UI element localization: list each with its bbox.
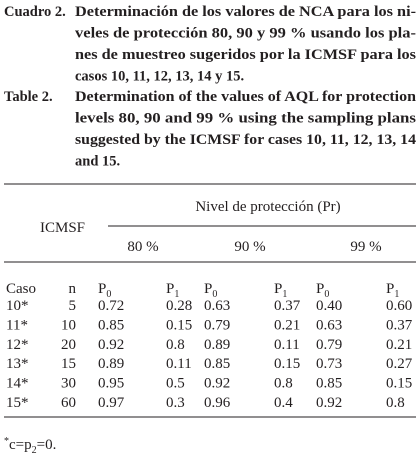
column-header-text: P — [98, 281, 106, 297]
column-header-sub: 1 — [174, 289, 179, 300]
column-header-text: P — [386, 281, 394, 297]
cell: 10* — [6, 298, 29, 314]
footnote-mark: * — [4, 436, 9, 447]
cell: 0.27 — [386, 356, 413, 372]
cell: 15 — [61, 356, 76, 372]
level-header: 90 % — [234, 239, 265, 255]
cell: 0.3 — [166, 395, 185, 411]
column-header-sub: 0 — [324, 289, 329, 300]
caption-label: Cuadro 2. — [4, 4, 66, 20]
cell: 13* — [6, 356, 29, 372]
cell: 0.95 — [98, 376, 124, 392]
cell: 0.89 — [98, 356, 124, 372]
cell: 15* — [6, 395, 29, 411]
cell: 0.96 — [204, 395, 231, 411]
cell: 20 — [61, 337, 76, 353]
cell: 0.8 — [386, 395, 405, 411]
column-header: Caso — [6, 281, 36, 297]
group-header: ICMSF — [40, 220, 85, 236]
cell: 0.79 — [204, 317, 230, 333]
cell: 0.15 — [274, 356, 300, 372]
caption-line: nes de muestreo sugeridos por la ICMSF p… — [75, 47, 416, 63]
footnote: *c=p2=0. — [4, 436, 56, 456]
cell: 0.4 — [274, 395, 293, 411]
level-header: 99 % — [350, 239, 381, 255]
column-header-sub: 1 — [282, 289, 287, 300]
cell: 0.11 — [274, 337, 300, 353]
cell: 10 — [61, 317, 76, 333]
cell: 5 — [69, 298, 77, 314]
caption-label: Table 2. — [4, 89, 53, 105]
column-header: n — [69, 281, 77, 297]
cell: 0.73 — [316, 356, 342, 372]
column-header: P0 — [316, 281, 329, 300]
cell: 0.89 — [204, 337, 230, 353]
cell: 0.37 — [274, 298, 301, 314]
cell: 0.79 — [316, 337, 342, 353]
cell: 0.63 — [316, 317, 342, 333]
column-header-text: n — [69, 281, 77, 297]
cell: 0.72 — [98, 298, 124, 314]
column-header: P1 — [166, 281, 179, 300]
cell: 0.11 — [166, 356, 192, 372]
cell: 0.21 — [386, 337, 412, 353]
caption-line: levels 80, 90 and 99 % using the samplin… — [75, 111, 416, 127]
column-header-text: P — [316, 281, 324, 297]
cell: 0.85 — [98, 317, 124, 333]
column-header: P1 — [274, 281, 287, 300]
cell: 0.8 — [166, 337, 185, 353]
footnote-text: c=p — [9, 437, 32, 453]
column-header: P1 — [386, 281, 399, 300]
footnote-end: =0. — [37, 437, 57, 453]
cell: 0.97 — [98, 395, 125, 411]
cell: 0.8 — [274, 376, 293, 392]
column-header-text: P — [274, 281, 282, 297]
caption-line: Determination of the values of AQL for p… — [75, 89, 416, 105]
cell: 0.37 — [386, 317, 413, 333]
caption-line: Determinación de los valores de NCA para… — [75, 4, 416, 20]
cell: 0.21 — [274, 317, 300, 333]
cell: 0.85 — [204, 356, 230, 372]
cell: 60 — [61, 395, 76, 411]
column-header-text: Caso — [6, 281, 36, 297]
caption-line: and 15. — [75, 154, 120, 170]
column-header: P0 — [204, 281, 217, 300]
cell: 0.28 — [166, 298, 192, 314]
column-header-sub: 0 — [212, 289, 217, 300]
caption-line: casos 10, 11, 12, 13, 14 y 15. — [75, 69, 244, 85]
cell: 0.92 — [316, 395, 342, 411]
footnote-sub: 2 — [32, 445, 37, 456]
cell: 11* — [6, 317, 28, 333]
cell: 0.15 — [166, 317, 192, 333]
cell: 0.15 — [386, 376, 412, 392]
span-header: Nivel de protección (Pr) — [195, 199, 340, 215]
cell: 0.92 — [98, 337, 124, 353]
column-header-sub: 1 — [394, 289, 399, 300]
column-header-text: P — [204, 281, 212, 297]
caption-line: veles de protección 80, 90 y 99 % usando… — [75, 26, 416, 42]
cell: 0.92 — [204, 376, 230, 392]
cell: 14* — [6, 376, 29, 392]
column-header: P0 — [98, 281, 111, 300]
cell: 12* — [6, 337, 29, 353]
level-header: 80 % — [127, 239, 158, 255]
caption-line: suggested by the ICMSF for cases 10, 11,… — [75, 132, 416, 148]
cell: 0.5 — [166, 376, 185, 392]
cell: 0.85 — [316, 376, 342, 392]
column-header-text: P — [166, 281, 174, 297]
cell: 30 — [61, 376, 76, 392]
cell: 0.40 — [316, 298, 342, 314]
cell: 0.63 — [204, 298, 230, 314]
column-header-sub: 0 — [106, 289, 111, 300]
cell: 0.60 — [386, 298, 412, 314]
